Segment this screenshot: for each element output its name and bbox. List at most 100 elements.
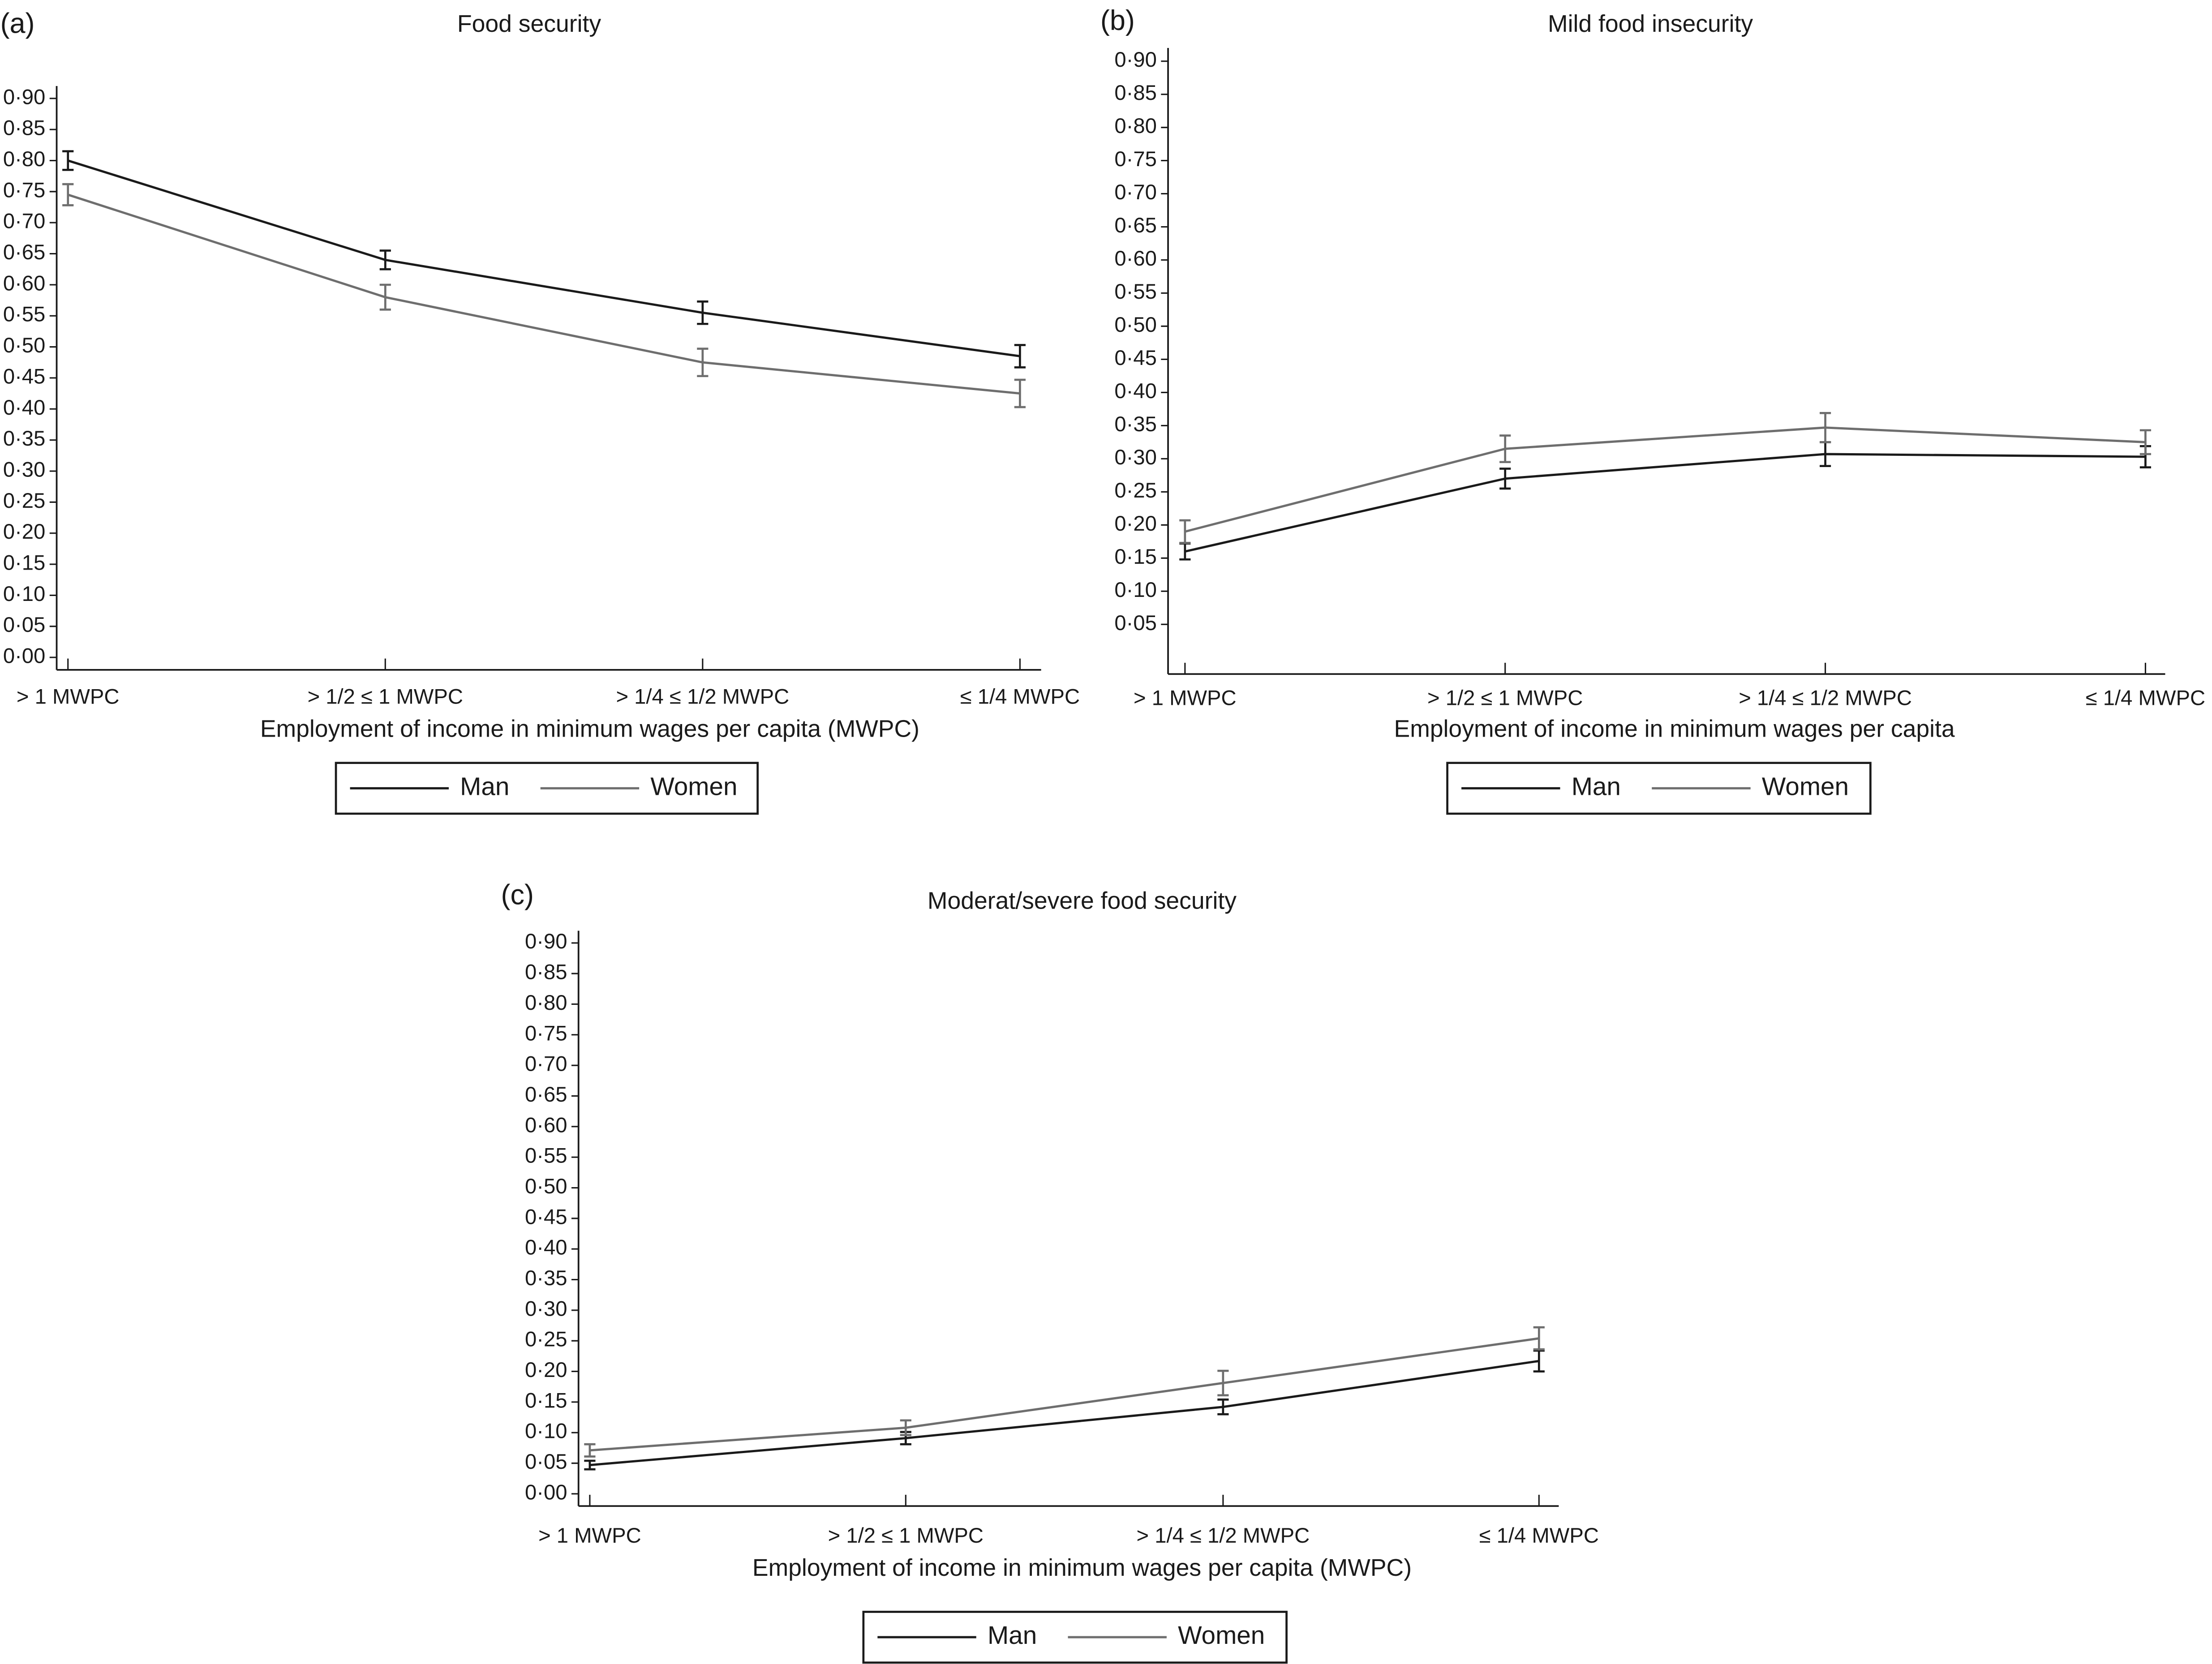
y-tick-label: 0·90 [525,930,567,953]
y-tick-label: 0·90 [1114,48,1157,72]
error-bar [1533,1349,1545,1372]
x-tick-label: > 1 MWPC [1134,686,1237,710]
y-tick-label: 0·25 [3,489,46,513]
x-tick-label: > 1/4 ≤ 1/2 MWPC [1137,1524,1310,1548]
error-bar [62,150,74,171]
y-tick-label: 0·00 [3,644,46,668]
legend-label: Man [1572,772,1621,801]
y-tick-label: 0·55 [525,1144,567,1168]
y-tick-label: 0·10 [3,582,46,606]
error-bar [1217,1369,1229,1397]
series-line [1185,453,2146,553]
y-tick-label: 0·25 [1114,479,1157,502]
y-tick-label: 0·15 [525,1389,567,1412]
y-tick-label: 0·80 [3,147,46,171]
y-tick-label: 0·35 [3,427,46,450]
error-bar [584,1443,596,1458]
x-axis-label: Employment of income in minimum wages pe… [752,1555,1412,1581]
error-bar [1217,1398,1229,1415]
y-tick-label: 0·15 [1114,545,1157,569]
x-tick-label: > 1 MWPC [538,1524,641,1548]
y-tick-label: 0·10 [1114,578,1157,602]
y-tick-label: 0·60 [525,1113,567,1137]
y-tick-label: 0·20 [3,520,46,544]
error-bar [1499,467,1511,490]
y-tick-label: 0·60 [3,271,46,295]
y-tick-label: 0·85 [525,961,567,984]
x-tick-label: ≤ 1/4 MWPC [960,685,1080,708]
y-tick-label: 0·00 [525,1480,567,1504]
y-tick-label: 0·30 [525,1297,567,1321]
x-tick-label: > 1/2 ≤ 1 MWPC [308,685,463,708]
x-tick-label: ≤ 1/4 MWPC [2086,686,2205,710]
y-tick-label: 0·85 [1114,81,1157,105]
chart-title: Mild food insecurity [1548,11,1753,37]
y-tick-label: 0·65 [1114,214,1157,237]
chart-title: Food security [457,11,601,37]
chart-title: Moderat/severe food security [928,888,1237,914]
y-tick-label: 0·55 [3,303,46,326]
y-tick-label: 0·45 [525,1205,567,1229]
y-tick-label: 0·85 [3,116,46,140]
error-bar [900,1419,911,1437]
y-tick-label: 0·70 [1114,180,1157,204]
y-tick-label: 0·65 [3,240,46,264]
series-line [1185,426,2146,533]
error-bar [1499,434,1511,463]
y-tick-label: 0·45 [3,365,46,388]
legend-label: Women [1762,772,1849,801]
error-bar [697,347,709,377]
y-tick-label: 0·80 [1114,114,1157,138]
x-tick-label: > 1/4 ≤ 1/2 MWPC [616,685,789,708]
y-tick-label: 0·25 [525,1328,567,1351]
y-tick-label: 0·60 [1114,247,1157,270]
y-tick-label: 0·05 [525,1450,567,1474]
error-bar [697,300,709,325]
y-tick-label: 0·35 [525,1266,567,1290]
legend-label: Women [650,772,737,801]
error-bar [379,283,391,311]
y-tick-label: 0·75 [1114,147,1157,171]
series-line [67,193,1020,395]
legend-label: Man [988,1621,1037,1650]
y-tick-label: 0·10 [525,1420,567,1443]
y-tick-label: 0·40 [525,1236,567,1260]
y-tick-label: 0·45 [1114,346,1157,370]
y-tick-label: 0·75 [3,178,46,202]
error-bar [1179,519,1191,544]
error-bar [379,249,391,270]
y-tick-label: 0·90 [3,85,46,109]
y-tick-label: 0·50 [1114,313,1157,337]
legend-label: Man [460,772,509,801]
error-bar [1014,344,1026,369]
panel-label: (c) [501,879,534,911]
y-tick-label: 0·05 [3,613,46,637]
x-tick-label: > 1/4 ≤ 1/2 MWPC [1739,686,1912,710]
x-tick-label: > 1/2 ≤ 1 MWPC [1427,686,1583,710]
series-line [589,1337,1539,1452]
y-tick-label: 0·80 [525,991,567,1015]
y-tick-label: 0·75 [525,1021,567,1045]
y-tick-label: 0·40 [1114,379,1157,403]
y-tick-label: 0·20 [1114,512,1157,536]
error-bar [62,183,74,206]
legend-label: Women [1178,1621,1265,1650]
error-bar [1014,378,1026,408]
y-tick-label: 0·50 [525,1175,567,1198]
y-tick-label: 0·20 [525,1358,567,1382]
error-bar [1533,1326,1545,1351]
panel-label: (a) [0,8,35,39]
series-line [589,1360,1539,1467]
x-tick-label: > 1 MWPC [17,685,120,708]
y-tick-label: 0·55 [1114,280,1157,304]
x-axis-label: Employment of income in minimum wages pe… [260,716,919,742]
y-tick-label: 0·70 [3,210,46,233]
x-tick-label: ≤ 1/4 MWPC [1479,1524,1599,1548]
y-tick-label: 0·70 [525,1052,567,1076]
y-tick-label: 0·30 [1114,446,1157,469]
y-tick-label: 0·30 [3,458,46,481]
y-tick-label: 0·50 [3,334,46,357]
error-bar [1819,412,1831,443]
y-tick-label: 0·35 [1114,412,1157,436]
